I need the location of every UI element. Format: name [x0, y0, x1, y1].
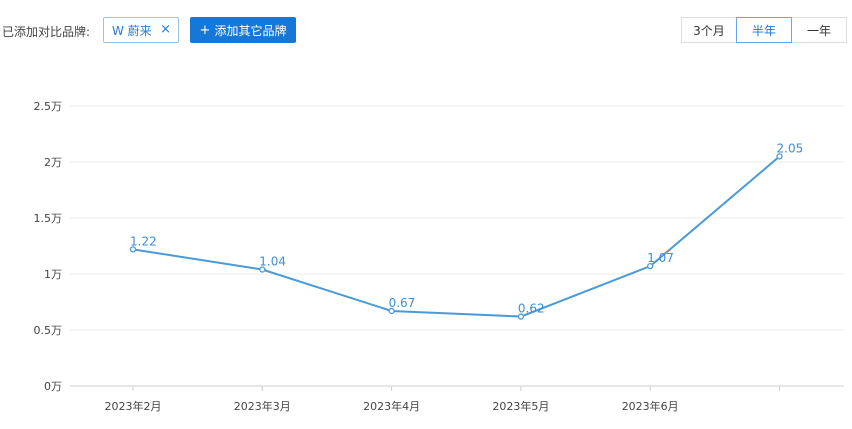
data-label: 2.05: [777, 141, 804, 155]
brand-tag-label: W 蔚来: [112, 23, 152, 38]
data-point[interactable]: [517, 313, 525, 320]
y-tick-label: 0.5万: [34, 324, 63, 337]
x-tick-label: 2023年6月: [622, 399, 679, 413]
data-label: 1.04: [259, 255, 286, 269]
y-tick-label: 2万: [44, 156, 62, 169]
series-line-layer: [132, 155, 781, 318]
x-axis-ticks: 2023年2月 2023年3月 2023年4月 2023年5月 2023年6月: [105, 386, 780, 413]
close-icon[interactable]: ×: [160, 22, 171, 37]
data-point[interactable]: [776, 153, 783, 160]
add-brand-button[interactable]: + 添加其它品牌: [190, 17, 296, 43]
y-tick-label: 2.5万: [34, 100, 63, 113]
y-tick-label: 1万: [44, 268, 62, 281]
data-label: 1.07: [647, 251, 674, 265]
data-point[interactable]: [647, 263, 654, 270]
data-label: 0.67: [389, 296, 416, 310]
data-label: 1.22: [130, 234, 157, 248]
grid-lines: [70, 105, 844, 387]
line-chart: 0万 0.5万 1万 1.5万 2万 2.5万 2023年2月 2023年3月 2023年4月…: [34, 100, 844, 413]
period-half-year-button[interactable]: 半年: [736, 17, 792, 43]
brand-tag-weilai[interactable]: W 蔚来 ×: [103, 17, 179, 43]
x-tick-label: 2023年2月: [105, 399, 162, 413]
x-tick-label: 2023年3月: [234, 399, 291, 413]
compare-label: 已添加对比品牌:: [2, 25, 91, 39]
period-3-months-button[interactable]: 3个月: [681, 17, 737, 43]
y-axis-ticks: 0万 0.5万 1万 1.5万 2万 2.5万: [34, 100, 63, 393]
y-tick-label: 0万: [44, 380, 62, 393]
data-point[interactable]: [129, 246, 137, 253]
data-labels: 1.22 1.04 0.67 0.62 1.07 2.05: [130, 141, 803, 315]
add-brand-label: 添加其它品牌: [214, 23, 287, 38]
period-one-year-button[interactable]: 一年: [791, 17, 847, 43]
data-point[interactable]: [259, 266, 266, 273]
series-line: [132, 155, 781, 318]
data-point[interactable]: [388, 307, 395, 315]
x-tick-label: 2023年4月: [363, 399, 420, 413]
data-label: 0.62: [518, 302, 545, 316]
data-points: [129, 153, 783, 320]
x-tick-label: 2023年5月: [492, 399, 549, 413]
y-tick-label: 1.5万: [34, 212, 63, 225]
toolbar: 已添加对比品牌: W 蔚来 × + 添加其它品牌 3个月 半年 一年: [0, 0, 852, 62]
period-selector: 3个月 半年 一年: [681, 17, 847, 43]
plus-icon: +: [199, 22, 211, 38]
